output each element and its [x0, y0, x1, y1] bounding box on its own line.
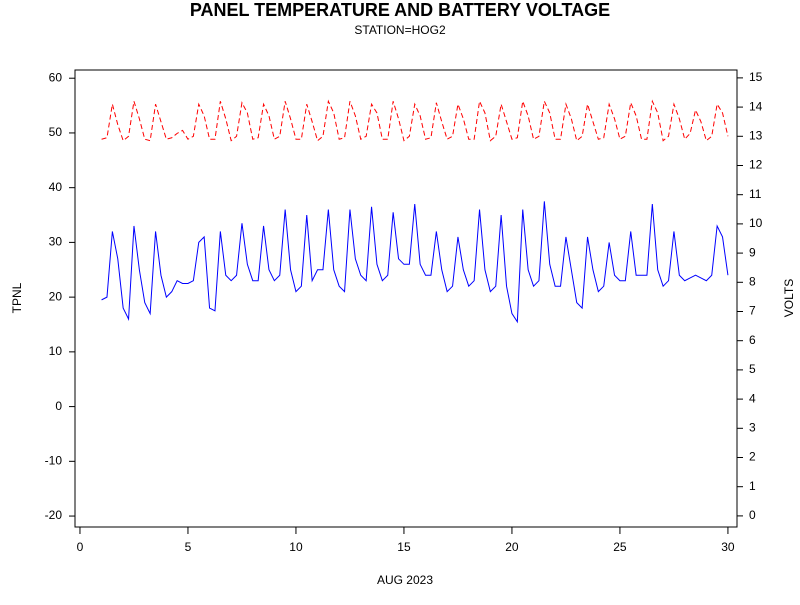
x-tick-label: 30	[721, 540, 735, 554]
y2-tick-label: 11	[749, 187, 762, 201]
y2-tick-label: 3	[749, 420, 756, 434]
x-axis-label: AUG 2023	[377, 573, 433, 587]
x-tick-label: 20	[505, 540, 519, 554]
y-tick-label: 20	[49, 289, 63, 303]
chart-subtitle: STATION=HOG2	[354, 23, 446, 37]
x-tick-label: 0	[77, 540, 84, 554]
y2-tick-label: 1	[749, 479, 756, 493]
y-tick-label: 60	[49, 70, 63, 84]
y-tick-label: 40	[49, 180, 63, 194]
data-line	[101, 99, 729, 142]
y2-axis-label: VOLTS	[782, 279, 796, 317]
y-axis-label: TPNL	[10, 282, 24, 313]
x-tick-label: 15	[397, 540, 411, 554]
y2-tick-label: 15	[749, 70, 763, 84]
y-tick-label: 50	[49, 125, 63, 139]
y-tick-label: -20	[45, 508, 63, 522]
plot-frame	[74, 69, 738, 528]
chart-title: PANEL TEMPERATURE AND BATTERY VOLTAGE	[190, 0, 610, 20]
y2-tick-label: 8	[749, 274, 756, 288]
x-tick-label: 5	[185, 540, 192, 554]
x-tick-label: 25	[613, 540, 627, 554]
y2-tick-label: 13	[749, 128, 763, 142]
x-tick-label: 10	[289, 540, 303, 554]
y2-tick-label: 9	[749, 245, 756, 259]
y2-tick-label: 6	[749, 333, 756, 347]
y2-tick-label: 14	[749, 99, 763, 113]
y2-tick-label: 2	[749, 450, 756, 464]
y2-tick-label: 4	[749, 391, 756, 405]
data-line	[101, 201, 729, 324]
y2-tick-label: 5	[749, 362, 756, 376]
y2-tick-label: 10	[749, 216, 763, 230]
y2-tick-label: 7	[749, 304, 756, 318]
y2-tick-label: 0	[749, 508, 756, 522]
y-tick-label: 10	[49, 344, 63, 358]
y-tick-label: -10	[45, 453, 63, 467]
y-tick-label: 0	[55, 399, 62, 413]
y-tick-label: 30	[49, 235, 63, 249]
y2-tick-label: 12	[749, 158, 763, 172]
